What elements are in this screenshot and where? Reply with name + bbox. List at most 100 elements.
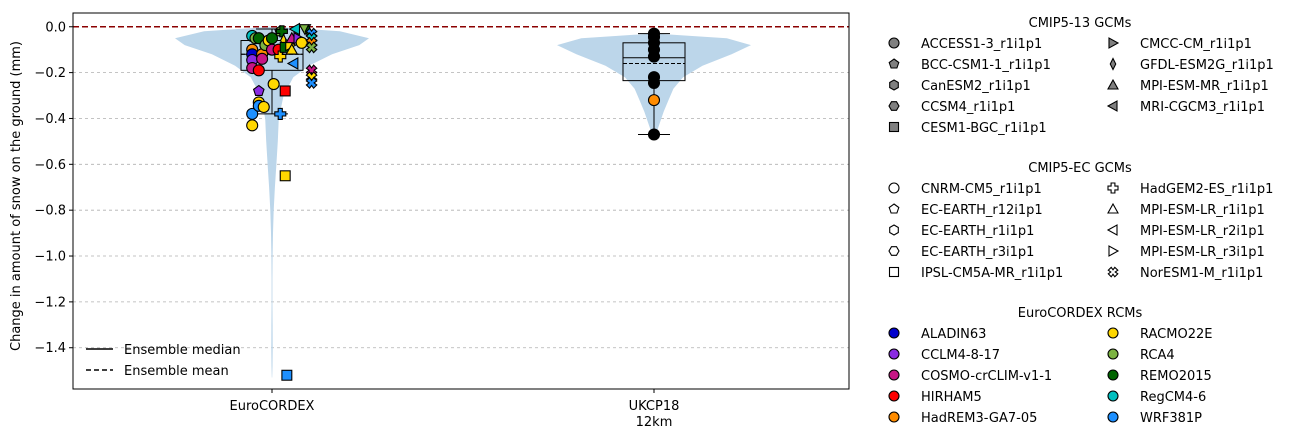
y-tick-label: −1.4 — [34, 341, 66, 356]
plot-frame — [72, 12, 850, 390]
legend-entry-label: RegCM4-6 — [1140, 390, 1206, 405]
violin-body — [175, 26, 369, 378]
legend-entry-label: CanESM2_r1i1p1 — [921, 79, 1031, 94]
legend-entry-label: CCLM4-8-17 — [921, 348, 1000, 363]
legend-entry-label: MPI-ESM-LR_r1i1p1 — [1140, 203, 1265, 218]
legend-marker — [1108, 245, 1120, 257]
data-point — [257, 100, 270, 114]
legend-entry-label: EC-EARTH_r3i1p1 — [921, 245, 1034, 260]
y-tick-label: −0.4 — [34, 112, 66, 127]
y-tick-label: −0.2 — [34, 66, 66, 81]
legend-marker — [888, 390, 900, 402]
legend-marker — [1107, 182, 1119, 194]
data-point — [279, 85, 291, 97]
y-axis-label: Change in amount of snow on the ground (… — [9, 41, 24, 351]
y-tick-label: 0.0 — [45, 20, 66, 35]
data-point — [246, 119, 259, 132]
legend-marker — [1107, 348, 1119, 360]
legend-marker — [889, 79, 899, 91]
legend-marker — [888, 37, 900, 49]
data-point — [288, 22, 301, 36]
data-point — [274, 107, 287, 120]
legend-entry-label: MPI-ESM-MR_r1i1p1 — [1140, 79, 1269, 94]
legend-marker — [1106, 100, 1118, 112]
data-point — [279, 170, 291, 182]
legend-entry-label: CESM1-BGC_r1i1p1 — [921, 121, 1047, 136]
legend-marker — [1107, 202, 1119, 214]
legend-marker — [888, 327, 900, 339]
legend-marker — [1107, 78, 1119, 90]
y-tick-label: −1.2 — [34, 295, 66, 310]
inner-legend-label: Ensemble mean — [124, 364, 229, 379]
legend-entry-label: COSMO-crCLIM-v1-1 — [921, 369, 1052, 384]
legend-marker — [888, 411, 900, 423]
legend-group-title: CMIP5-13 GCMs — [1029, 16, 1132, 31]
legend-entry-label: WRF381P — [1140, 411, 1202, 426]
legend-marker — [888, 58, 900, 69]
data-point — [647, 128, 661, 141]
data-point — [267, 78, 280, 91]
legend-marker — [1106, 224, 1118, 236]
legend-marker — [888, 101, 900, 111]
data-point — [647, 76, 661, 89]
data-point — [305, 41, 318, 54]
legend-entry-label: BCC-CSM1-1_r1i1p1 — [921, 58, 1051, 73]
legend-marker — [1107, 390, 1119, 402]
legend-entry-label: EC-EARTH_r1i1p1 — [921, 224, 1034, 239]
legend-marker — [1107, 266, 1119, 278]
legend-entry-label: REMO2015 — [1140, 369, 1212, 384]
legend-marker — [889, 224, 899, 236]
legend-marker — [1107, 369, 1119, 381]
data-point — [265, 32, 279, 45]
legend-marker — [1107, 411, 1119, 423]
legend-group-title: EuroCORDEX RCMs — [1018, 306, 1143, 321]
legend-entry-label: HadGEM2-ES_r1i1p1 — [1140, 182, 1273, 197]
legend-entry-label: GFDL-ESM2G_r1i1p1 — [1140, 58, 1274, 73]
legend-entry-label: RCA4 — [1140, 348, 1175, 363]
data-point — [647, 94, 661, 107]
legend-marker — [888, 369, 900, 381]
x-tick-label: EuroCORDEX — [230, 399, 315, 414]
y-tick-label: −1.0 — [34, 250, 66, 265]
data-point — [252, 64, 265, 77]
legend-entry-label: ACCESS1-3_r1i1p1 — [921, 37, 1042, 52]
inner-legend-label: Ensemble median — [124, 343, 241, 358]
legend-entry-label: CMCC-CM_r1i1p1 — [1140, 37, 1252, 52]
data-point — [286, 57, 299, 70]
legend-marker — [888, 182, 900, 194]
legend-entry-label: CNRM-CM5_r1i1p1 — [921, 182, 1042, 197]
legend-entry-label: MPI-ESM-LR_r3i1p1 — [1140, 245, 1265, 260]
data-point — [647, 50, 661, 63]
legend-entry-label: HIRHAM5 — [921, 390, 982, 405]
data-point — [274, 50, 287, 63]
legend-marker — [888, 203, 900, 214]
legend-entry-label: EC-EARTH_r12i1p1 — [921, 203, 1043, 218]
legend-group-title: CMIP5-EC GCMs — [1028, 161, 1132, 176]
legend-entry-label: HadREM3-GA7-05 — [921, 411, 1037, 426]
legend-marker — [1109, 57, 1117, 71]
legend-marker — [888, 348, 900, 360]
data-point — [252, 84, 265, 96]
legend-marker — [888, 266, 900, 278]
x-tick-label: UKCP18 — [629, 399, 680, 414]
legend-entry-label: NorESM1-M_r1i1p1 — [1140, 266, 1263, 281]
legend-entry-label: MRI-CGCM3_r1i1p1 — [1140, 100, 1265, 115]
y-tick-label: −0.8 — [34, 204, 66, 219]
legend-marker — [888, 121, 900, 133]
legend-entry-label: ALADIN63 — [921, 327, 986, 342]
data-point — [256, 52, 269, 65]
data-point — [305, 76, 318, 90]
legend-entry-label: RACMO22E — [1140, 327, 1212, 342]
legend-entry-label: MPI-ESM-LR_r2i1p1 — [1140, 224, 1265, 239]
legend-marker — [1107, 327, 1119, 339]
data-point — [295, 36, 308, 49]
legend-entry-label: IPSL-CM5A-MR_r1i1p1 — [921, 266, 1063, 281]
x-tick-label-line2: 12km — [636, 415, 673, 430]
data-point — [281, 369, 293, 381]
y-tick-label: −0.6 — [34, 158, 66, 173]
legend-marker — [888, 246, 900, 256]
legend-entry-label: CCSM4_r1i1p1 — [921, 100, 1015, 115]
data-point — [285, 43, 299, 55]
legend-marker — [1108, 37, 1120, 49]
